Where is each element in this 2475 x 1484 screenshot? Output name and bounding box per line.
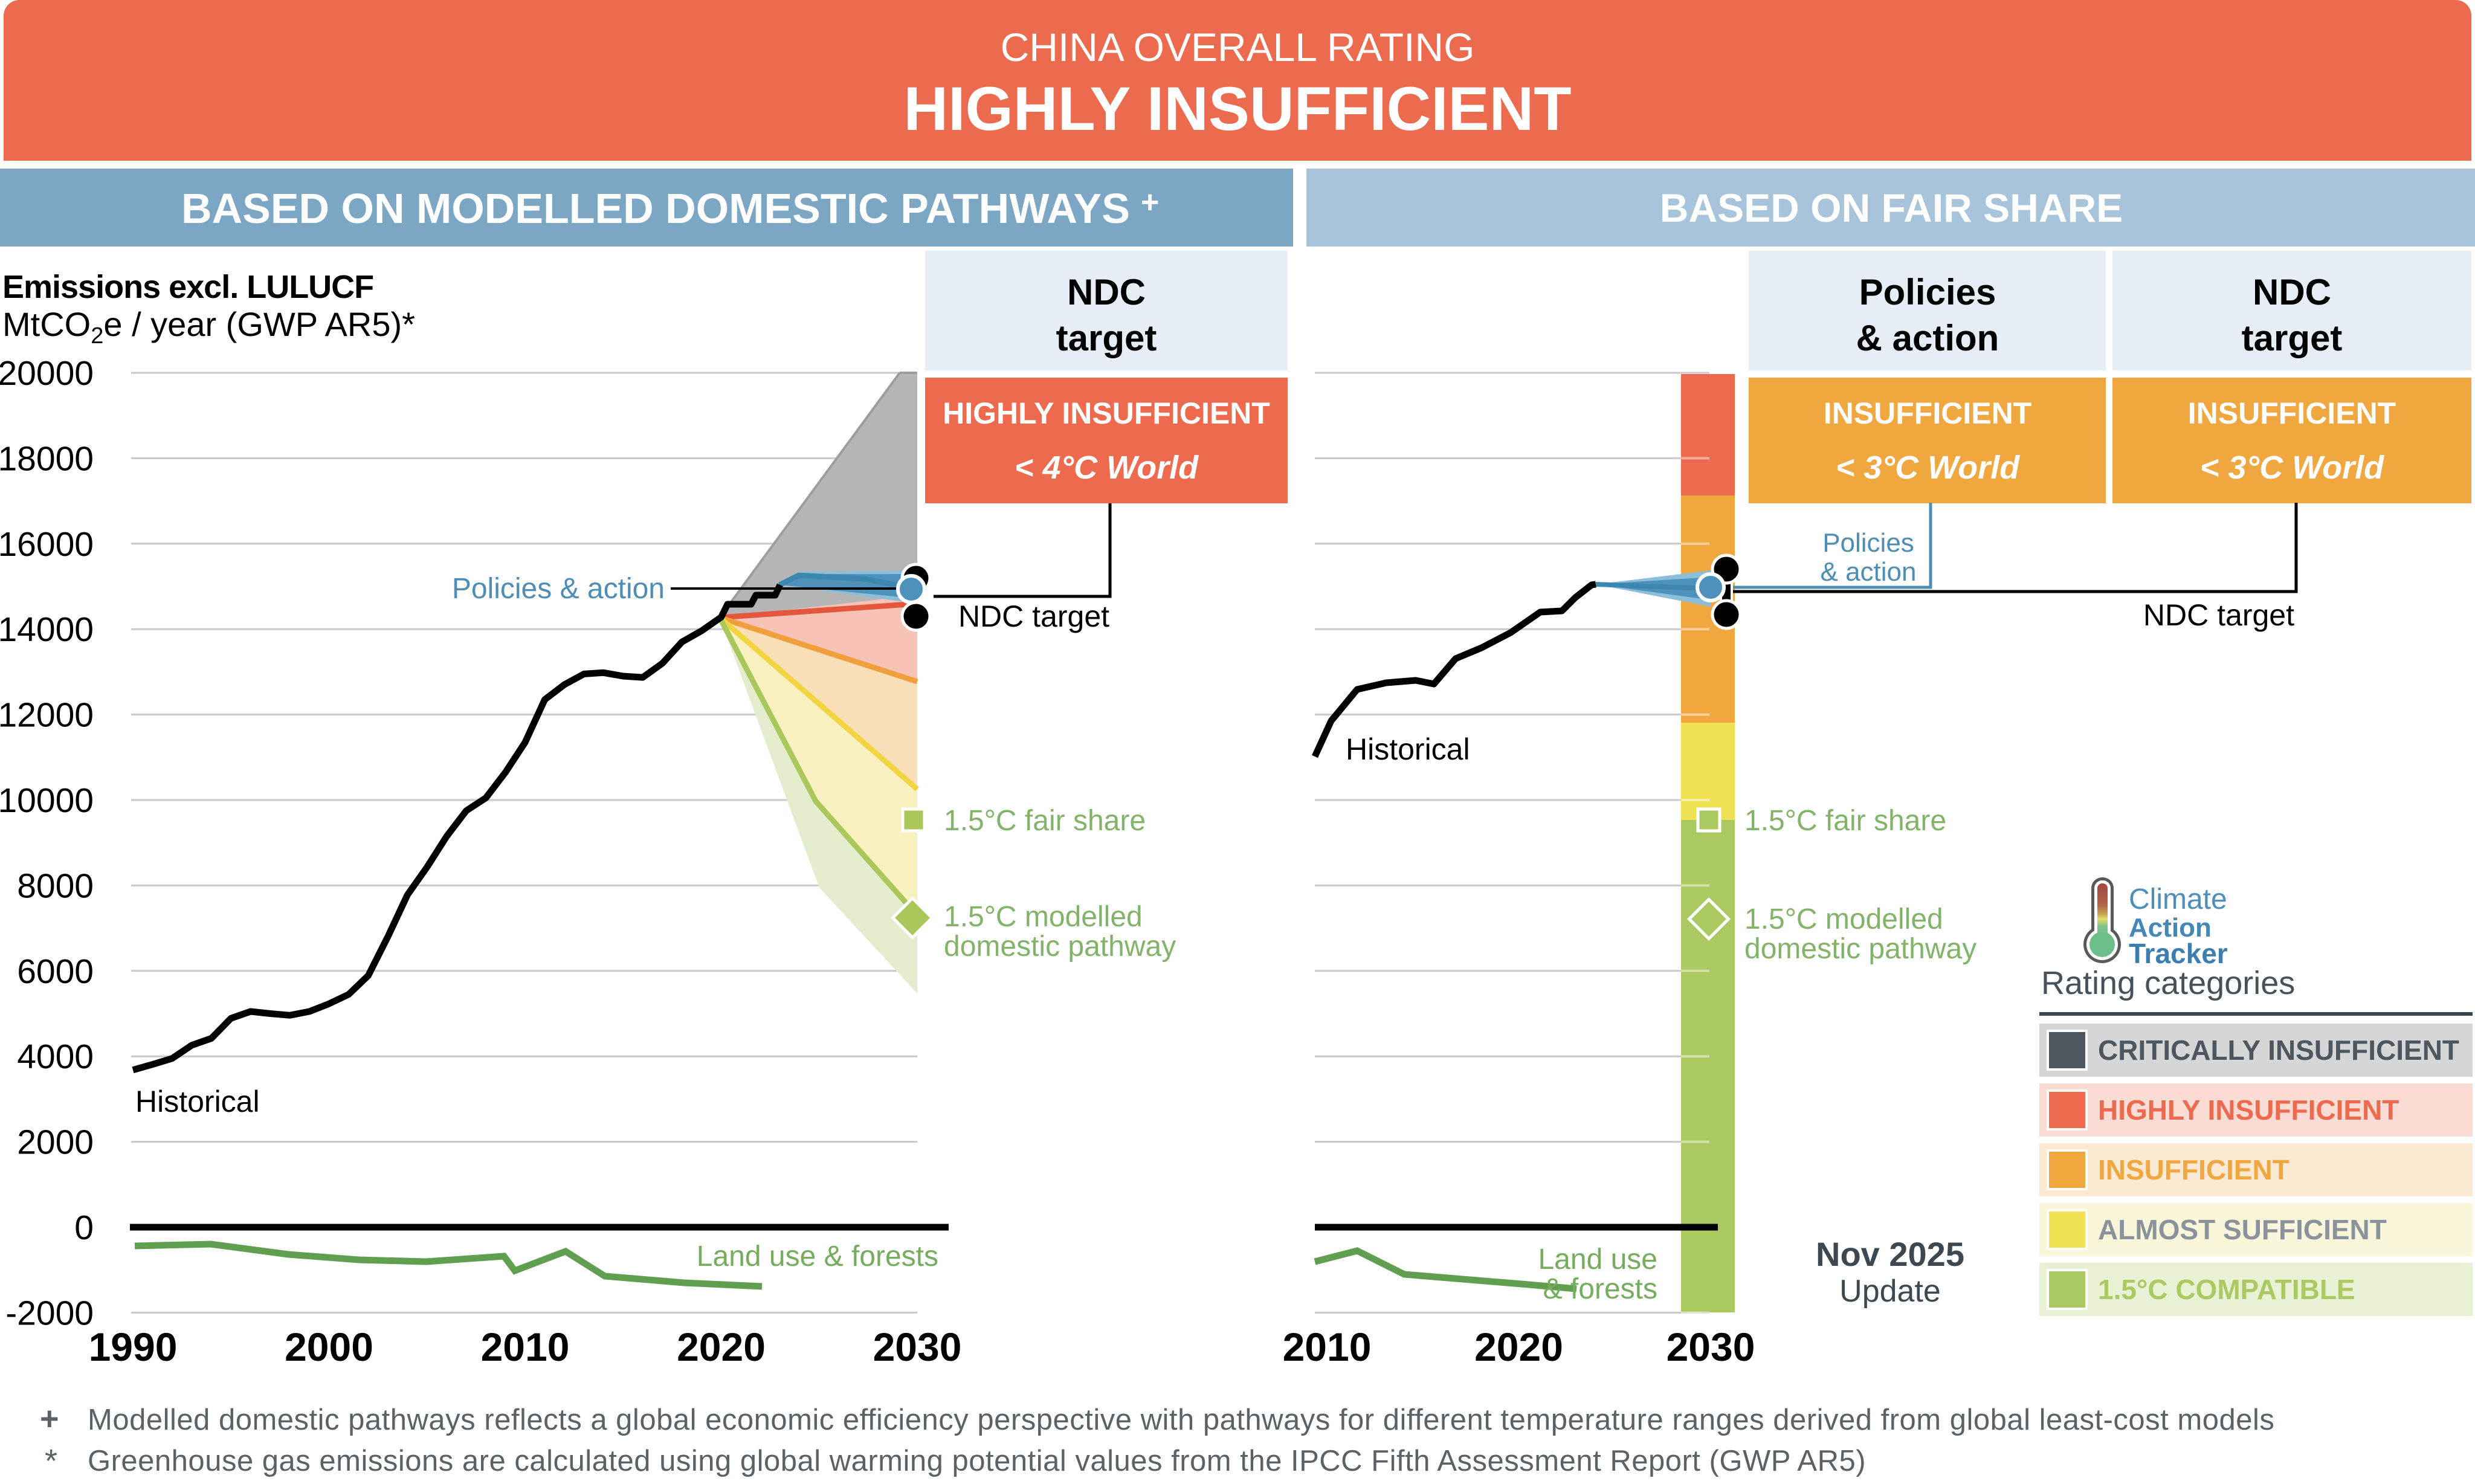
svg-text:12000: 12000 bbox=[0, 696, 94, 735]
svg-text:NDC: NDC bbox=[2253, 272, 2331, 312]
svg-text:Rating categories: Rating categories bbox=[2041, 965, 2295, 1001]
svg-text:NDC: NDC bbox=[1067, 272, 1146, 312]
svg-text:Policies: Policies bbox=[1822, 528, 1914, 558]
svg-text:2020: 2020 bbox=[1474, 1324, 1563, 1369]
svg-text:Historical: Historical bbox=[135, 1085, 260, 1118]
svg-text:Policies & action: Policies & action bbox=[452, 573, 665, 605]
svg-text:2000: 2000 bbox=[285, 1324, 373, 1369]
svg-text:Update: Update bbox=[1839, 1274, 1941, 1309]
svg-text:Policies: Policies bbox=[1859, 272, 1996, 312]
svg-text:domestic pathway: domestic pathway bbox=[1744, 933, 1976, 965]
svg-text:1.5°C modelled: 1.5°C modelled bbox=[1744, 903, 1943, 935]
svg-text:2030: 2030 bbox=[1667, 1324, 1755, 1369]
svg-text:+: + bbox=[40, 1401, 59, 1437]
svg-text:16000: 16000 bbox=[0, 525, 94, 564]
svg-text:Tracker: Tracker bbox=[2129, 938, 2228, 969]
svg-text:< 3°C World: < 3°C World bbox=[2200, 450, 2384, 486]
svg-text:target: target bbox=[1056, 318, 1157, 358]
svg-text:Greenhouse gas emissions are c: Greenhouse gas emissions are calculated … bbox=[88, 1445, 1866, 1477]
svg-text:NDC target: NDC target bbox=[958, 599, 1109, 633]
svg-text:0: 0 bbox=[74, 1208, 94, 1247]
svg-text:CHINA OVERALL RATING: CHINA OVERALL RATING bbox=[1001, 25, 1475, 69]
svg-text:Historical: Historical bbox=[1346, 732, 1470, 766]
svg-text:Climate: Climate bbox=[2129, 883, 2227, 915]
svg-text:INSUFFICIENT: INSUFFICIENT bbox=[2188, 396, 2396, 430]
svg-text:Land use: Land use bbox=[1538, 1244, 1657, 1276]
svg-text:& action: & action bbox=[1856, 318, 1999, 358]
svg-text:CRITICALLY INSUFFICIENT: CRITICALLY INSUFFICIENT bbox=[2098, 1034, 2459, 1066]
svg-text:< 3°C World: < 3°C World bbox=[1836, 450, 2020, 486]
svg-text:1.5°C fair share: 1.5°C fair share bbox=[944, 805, 1146, 837]
svg-text:10000: 10000 bbox=[0, 781, 94, 820]
svg-text:HIGHLY INSUFFICIENT: HIGHLY INSUFFICIENT bbox=[903, 74, 1571, 143]
svg-text:8000: 8000 bbox=[17, 866, 94, 905]
svg-text:Nov 2025: Nov 2025 bbox=[1816, 1235, 1964, 1273]
svg-text:BASED ON FAIR SHARE: BASED ON FAIR SHARE bbox=[1660, 186, 2123, 230]
svg-text:domestic pathway: domestic pathway bbox=[944, 931, 1176, 963]
svg-text:INSUFFICIENT: INSUFFICIENT bbox=[2098, 1154, 2289, 1186]
svg-text:HIGHLY INSUFFICIENT: HIGHLY INSUFFICIENT bbox=[2098, 1094, 2399, 1126]
svg-text:target: target bbox=[2242, 318, 2343, 358]
svg-text:1.5°C modelled: 1.5°C modelled bbox=[944, 901, 1143, 933]
svg-text:Emissions excl. LULUCF: Emissions excl. LULUCF bbox=[2, 269, 373, 305]
svg-text:HIGHLY INSUFFICIENT: HIGHLY INSUFFICIENT bbox=[943, 396, 1270, 430]
svg-text:-2000: -2000 bbox=[5, 1294, 94, 1332]
svg-text:*: * bbox=[45, 1443, 57, 1479]
svg-text:+: + bbox=[1141, 185, 1159, 220]
svg-text:6000: 6000 bbox=[17, 952, 94, 991]
svg-text:18000: 18000 bbox=[0, 439, 94, 478]
svg-text:< 4°C World: < 4°C World bbox=[1015, 450, 1199, 486]
svg-text:2010: 2010 bbox=[1283, 1324, 1372, 1369]
svg-text:ALMOST SUFFICIENT: ALMOST SUFFICIENT bbox=[2098, 1214, 2387, 1245]
svg-text:1.5°C fair share: 1.5°C fair share bbox=[1744, 805, 1946, 837]
svg-text:2000: 2000 bbox=[17, 1123, 94, 1162]
svg-text:4000: 4000 bbox=[17, 1037, 94, 1076]
svg-text:1.5°C COMPATIBLE: 1.5°C COMPATIBLE bbox=[2098, 1274, 2355, 1305]
svg-text:14000: 14000 bbox=[0, 610, 94, 649]
svg-text:MtCO2e / year (GWP AR5)*: MtCO2e / year (GWP AR5)* bbox=[2, 305, 415, 349]
svg-text:2010: 2010 bbox=[481, 1324, 570, 1369]
svg-text:& action: & action bbox=[1821, 557, 1917, 587]
svg-text:BASED ON MODELLED DOMESTIC PAT: BASED ON MODELLED DOMESTIC PATHWAYS bbox=[181, 185, 1130, 232]
svg-text:& forests: & forests bbox=[1543, 1273, 1657, 1305]
svg-text:INSUFFICIENT: INSUFFICIENT bbox=[1824, 396, 2031, 430]
svg-text:Modelled domestic pathways ref: Modelled domestic pathways reflects a gl… bbox=[88, 1404, 2274, 1436]
svg-text:NDC target: NDC target bbox=[2143, 598, 2294, 632]
svg-text:2020: 2020 bbox=[677, 1324, 766, 1369]
svg-text:Action: Action bbox=[2129, 913, 2212, 943]
svg-text:2030: 2030 bbox=[873, 1324, 962, 1369]
svg-text:20000: 20000 bbox=[0, 354, 94, 393]
svg-text:Land use & forests: Land use & forests bbox=[697, 1240, 938, 1273]
svg-text:1990: 1990 bbox=[89, 1324, 178, 1369]
